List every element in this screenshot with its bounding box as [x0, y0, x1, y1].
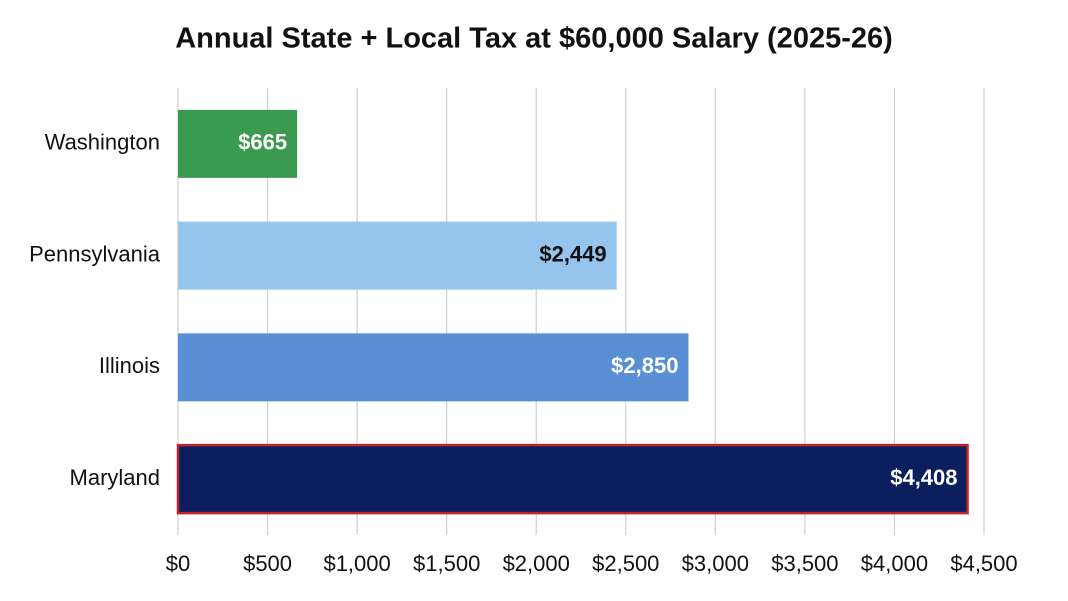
value-label: $665 — [238, 130, 287, 155]
x-tick-label: $0 — [166, 551, 190, 576]
x-tick-label: $1,000 — [323, 551, 390, 576]
value-label: $2,850 — [611, 353, 678, 378]
y-tick-label: Washington — [45, 130, 160, 155]
x-tick-label: $3,500 — [771, 551, 838, 576]
x-tick-label: $4,000 — [861, 551, 928, 576]
x-tick-label: $4,500 — [950, 551, 1017, 576]
bar — [178, 109, 298, 178]
x-tick-label: $2,000 — [503, 551, 570, 576]
bar — [178, 333, 689, 402]
bar — [178, 221, 617, 290]
x-tick-label: $500 — [243, 551, 292, 576]
x-tick-label: $1,500 — [413, 551, 480, 576]
value-label: $2,449 — [539, 241, 606, 266]
x-tick-label: $3,000 — [682, 551, 749, 576]
y-tick-label: Maryland — [70, 465, 160, 490]
value-label: $4,408 — [890, 465, 957, 490]
y-tick-label: Illinois — [99, 353, 160, 378]
x-tick-label: $2,500 — [592, 551, 659, 576]
y-tick-label: Pennsylvania — [29, 241, 161, 266]
chart-title: Annual State + Local Tax at $60,000 Sala… — [175, 23, 893, 55]
bar — [176, 443, 969, 515]
